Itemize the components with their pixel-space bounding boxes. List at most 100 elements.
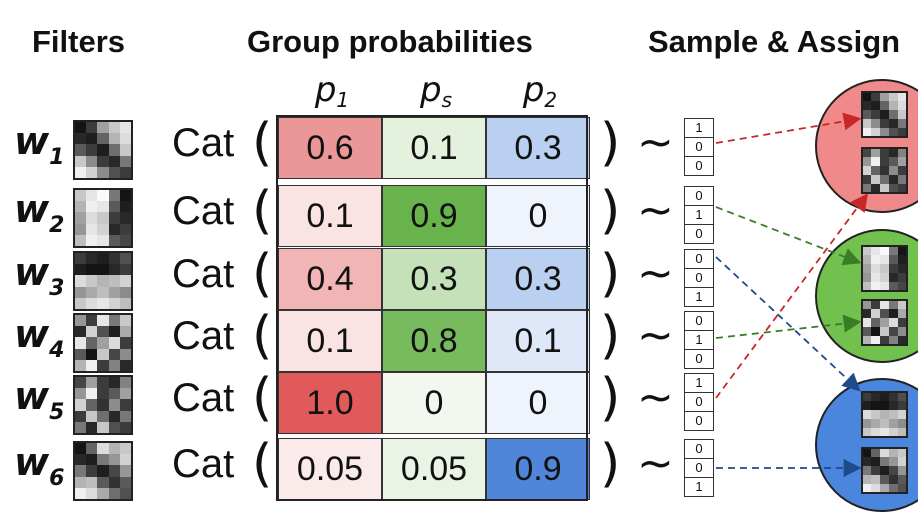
filter-pixel [889,300,898,309]
filter-pixel [871,110,880,119]
filter-pixel [119,337,131,349]
open-paren: ( [252,306,273,366]
probability-cell: 0.3 [382,248,486,310]
filter-pixel [871,119,880,128]
filter-pixel [871,264,880,273]
filter-pixel [889,309,898,318]
filter-pixel [871,318,880,327]
filter-pixel [880,273,889,282]
filter-pixel [97,443,109,455]
filter-pixel [75,465,87,477]
probability-cell: 0.9 [382,185,486,247]
filter-pixel [880,484,889,493]
filter-pixel [880,157,889,166]
assignment-arrows [715,112,869,477]
onehot-bit: 1 [684,118,714,138]
filter-pixel [97,399,109,411]
filter-pixel [871,157,880,166]
assigned-filter-thumbnail [861,299,908,346]
filter-pixel [108,337,120,349]
filter-row: w1 Cat ( ) ~ 1 0 0 0.6 0.1 0.3 [0,113,918,180]
probability-cell: 0 [382,372,486,434]
tilde-symbol: ~ [637,372,674,423]
filter-pixel [880,92,889,101]
onehot-bit: 0 [684,349,714,369]
filter-pixel [75,201,87,213]
filter-pixel [898,457,907,466]
filter-pixel [119,122,131,134]
onehot-bit: 0 [684,458,714,478]
close-paren: ) [600,113,621,173]
open-paren: ( [252,113,273,173]
filter-pixel [880,264,889,273]
filter-pixel [108,133,120,145]
filter-border [861,147,908,194]
filter-pixel [862,300,871,309]
filter-pixel [889,128,898,137]
filter-pixel [75,212,87,224]
filter-pixel [889,273,898,282]
filter-pixel [889,101,898,110]
onehot-vector: 1 0 0 [684,118,714,176]
filter-pixel [862,336,871,345]
filter-pixel [889,157,898,166]
filter-pixel [880,175,889,184]
filter-pixel [97,212,109,224]
open-paren: ( [252,244,273,304]
probability-cell: 0.1 [278,310,382,372]
filter-pixel [862,128,871,137]
onehot-vector: 0 1 0 [684,186,714,244]
arrow-w3-blue [715,256,861,392]
filter-pixel [97,337,109,349]
filter-pixel [86,359,98,371]
assigned-filter-thumbnail [861,91,908,138]
open-paren: ( [252,434,273,494]
probability-cell: 0.4 [278,248,382,310]
filter-pixel [862,327,871,336]
onehot-bit: 0 [684,411,714,431]
filter-pixel [880,457,889,466]
filter-pixel [871,184,880,193]
filter-label: w3 [14,250,65,301]
filter-pixel [898,282,907,291]
filter-pixel [86,155,98,167]
filter-pixel [871,428,880,437]
probability-cell: 1.0 [278,372,382,434]
filter-border [861,91,908,138]
filter-pixel [880,401,889,410]
filter-pixel [889,419,898,428]
filter-label: w4 [14,312,65,363]
filter-pixel [75,264,87,276]
filter-pixel [862,175,871,184]
filter-pixel [898,419,907,428]
filter-pixel [86,487,98,499]
filter-border [861,299,908,346]
filter-pixel [898,475,907,484]
probability-cell: 0.6 [278,117,382,179]
filter-pixel [97,297,109,309]
filter-pixel [119,487,131,499]
filter-pixel [97,166,109,178]
tilde-symbol: ~ [637,310,674,361]
filter-pixel [880,419,889,428]
filter-pixel [86,454,98,466]
filter-pixel [108,377,120,389]
filter-pixel [86,476,98,488]
group-probabilities-header: Group probabilities [247,24,533,59]
filter-thumbnail [73,251,133,311]
filter-pixel [871,309,880,318]
filter-pixel [880,309,889,318]
filter-pixel [862,264,871,273]
filter-pixel [75,443,87,455]
filter-pixel [97,201,109,213]
filter-pixel [871,448,880,457]
onehot-bit: 1 [684,287,714,307]
filter-pixel [86,410,98,422]
filters-header: Filters [32,24,126,59]
filter-pixel [108,234,120,246]
categorical-label: Cat [172,442,235,486]
filter-pixel [97,348,109,360]
filter-pixel [871,175,880,184]
filter-pixel [119,201,131,213]
filter-pixel [871,282,880,291]
